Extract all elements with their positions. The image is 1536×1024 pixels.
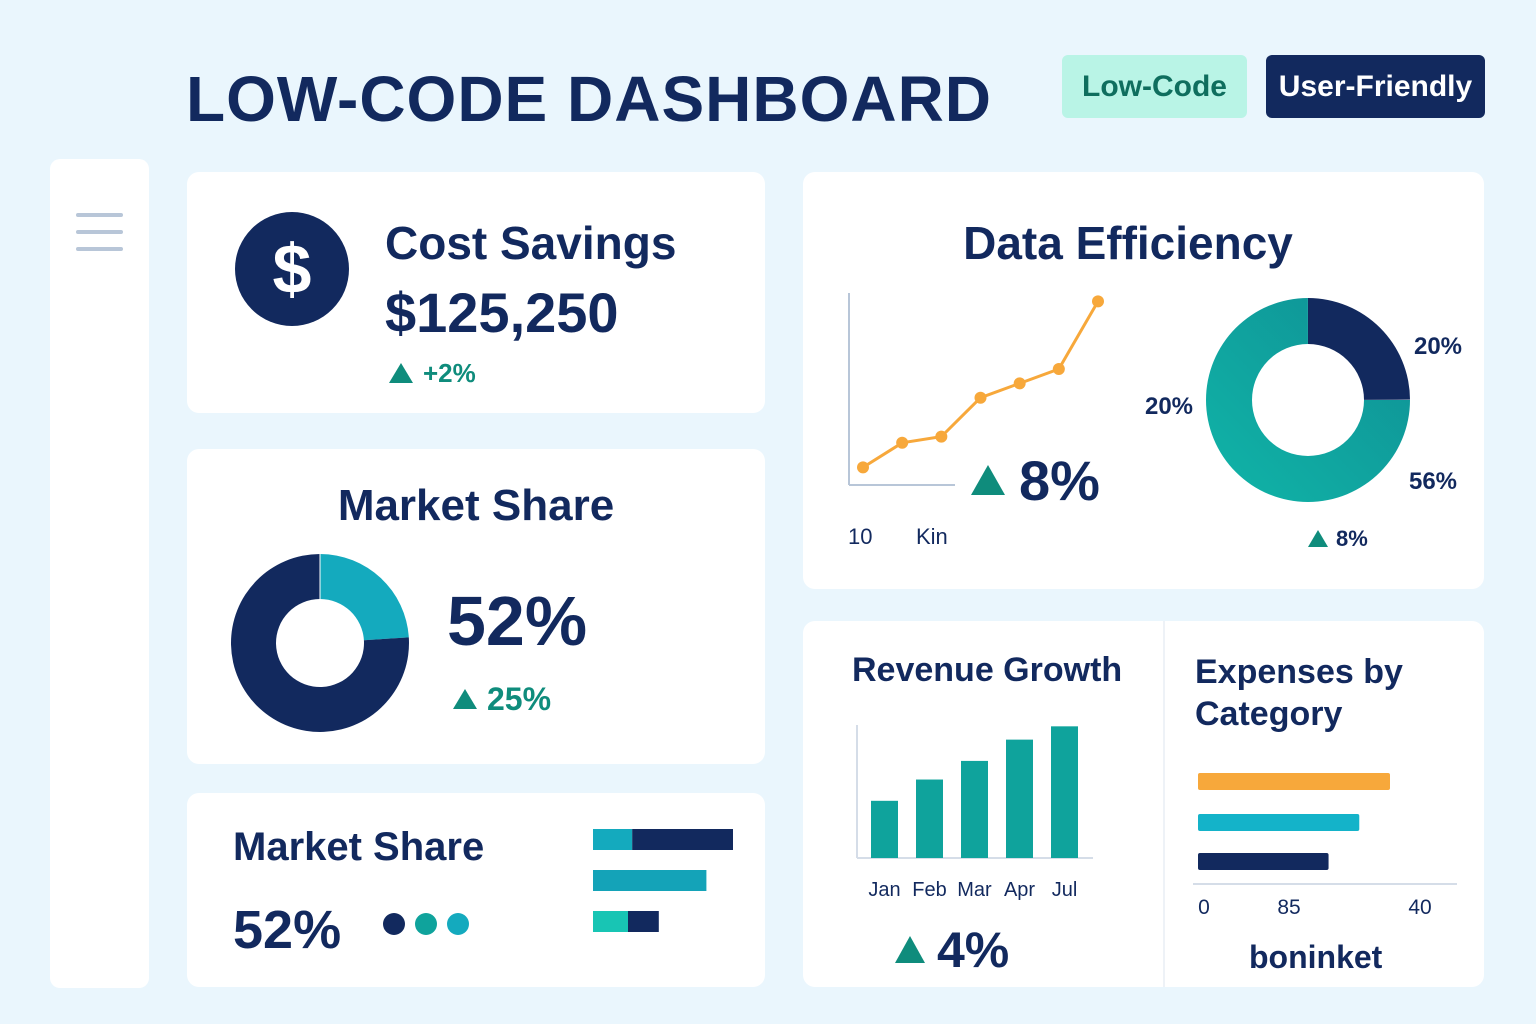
data-efficiency-title: Data Efficiency bbox=[963, 217, 1293, 269]
market-share-donut bbox=[231, 554, 409, 732]
user-friendly-badge[interactable]: User-Friendly bbox=[1266, 55, 1485, 118]
expense-tick-label: 85 bbox=[1277, 896, 1300, 919]
efficiency-change-value: 8% bbox=[1019, 449, 1100, 512]
revenue-bar bbox=[1006, 739, 1033, 858]
revenue-expenses-card: Revenue Growth Jan Feb Mar Apr Jul 4% Expens… bbox=[803, 621, 1484, 987]
market-share-bar-segment bbox=[593, 911, 628, 932]
indicator-dot bbox=[415, 913, 437, 935]
donut-change-value: 8% bbox=[1336, 526, 1368, 551]
cost-savings-title: Cost Savings bbox=[385, 217, 677, 269]
cost-savings-value: $125,250 bbox=[385, 281, 619, 344]
revenue-change: 4% bbox=[895, 921, 1009, 979]
market-share-slice bbox=[231, 554, 409, 732]
donut-slice-label: 56% bbox=[1409, 468, 1457, 495]
efficiency-data-point bbox=[1052, 363, 1065, 375]
efficiency-data-point bbox=[1013, 377, 1026, 390]
trend-up-icon bbox=[971, 465, 1005, 496]
market-share-title: Market Share bbox=[337, 481, 615, 530]
market-share-change: 25% bbox=[453, 681, 551, 718]
market-share-bar-segment bbox=[593, 870, 707, 891]
efficiency-data-point bbox=[974, 391, 987, 404]
expense-bar bbox=[1198, 853, 1329, 870]
donut-slice bbox=[1206, 298, 1410, 502]
dollar-icon: $ bbox=[235, 212, 349, 326]
market-share-bar-segment bbox=[593, 829, 633, 850]
revenue-tick-label: Mar bbox=[957, 879, 992, 901]
revenue-tick-label: Jul bbox=[1052, 879, 1078, 901]
cost-savings-change-value: +2% bbox=[423, 358, 476, 388]
sidebar bbox=[50, 159, 149, 988]
menu-icon[interactable] bbox=[76, 213, 123, 251]
donut-slice-label: 20% bbox=[1414, 333, 1462, 360]
expenses-title-line2: Category bbox=[1195, 695, 1343, 733]
donut-slice-label: 20% bbox=[1145, 393, 1193, 420]
market-share-card: Market Share 52% 25% bbox=[187, 449, 765, 764]
expenses-title-line1: Expenses by bbox=[1195, 653, 1403, 691]
revenue-bar bbox=[1051, 726, 1078, 858]
revenue-bar bbox=[961, 760, 988, 858]
expenses-footer-label: boninket bbox=[1249, 939, 1383, 975]
market-share-value: 52% bbox=[447, 582, 588, 660]
cost-savings-card: $ Cost Savings $125,250 +2% bbox=[187, 172, 765, 413]
efficiency-data-point bbox=[857, 461, 869, 474]
market-share-summary-title: Market Share bbox=[233, 825, 485, 869]
trend-up-icon bbox=[389, 363, 413, 384]
revenue-bar bbox=[916, 779, 943, 858]
data-efficiency-card: Data Efficiency 8% 10 Kin 20% 56% 20% 8% bbox=[803, 172, 1484, 589]
revenue-growth-title: Revenue Growth bbox=[852, 651, 1123, 689]
expense-tick-label: 0 bbox=[1198, 896, 1210, 919]
expense-bar bbox=[1198, 773, 1390, 790]
efficiency-data-point bbox=[1092, 295, 1104, 308]
trend-up-icon bbox=[895, 936, 925, 964]
expense-tick-label: 40 bbox=[1408, 896, 1431, 919]
cost-savings-change: +2% bbox=[389, 358, 476, 389]
indicator-dot bbox=[447, 913, 469, 935]
low-code-badge[interactable]: Low-Code bbox=[1062, 55, 1247, 118]
indicator-dot bbox=[383, 913, 405, 935]
efficiency-change: 8% bbox=[971, 448, 1100, 513]
axis-label-right: Kin bbox=[916, 524, 948, 549]
card-divider bbox=[1163, 621, 1165, 987]
expenses-bar-chart: 0 85 40 bbox=[1193, 773, 1457, 919]
market-share-bar-segment bbox=[628, 911, 659, 932]
donut-change: 8% bbox=[1308, 526, 1368, 552]
market-share-stacked-bars bbox=[593, 829, 733, 932]
market-share-slice bbox=[320, 554, 409, 641]
revenue-bar-chart: Jan Feb Mar Apr Jul bbox=[856, 725, 1093, 901]
efficiency-donut-chart: 20% 56% 20% bbox=[1145, 298, 1462, 502]
revenue-bar bbox=[871, 800, 898, 858]
revenue-tick-label: Jan bbox=[868, 879, 900, 901]
donut-slice bbox=[1308, 298, 1410, 400]
market-share-change-value: 25% bbox=[487, 681, 552, 717]
expenses-title: Expenses by Category bbox=[1195, 651, 1403, 735]
revenue-tick-label: Feb bbox=[912, 879, 946, 901]
trend-up-icon bbox=[453, 688, 477, 709]
efficiency-line-chart bbox=[848, 293, 1104, 486]
revenue-tick-label: Apr bbox=[1004, 879, 1035, 901]
efficiency-data-point bbox=[935, 430, 948, 443]
market-share-summary-card: Market Share 52% bbox=[187, 793, 765, 987]
revenue-change-value: 4% bbox=[937, 922, 1010, 978]
dollar-symbol: $ bbox=[272, 230, 312, 308]
expense-bar bbox=[1198, 814, 1360, 831]
trend-up-icon bbox=[1308, 529, 1328, 547]
efficiency-data-point bbox=[896, 436, 909, 449]
market-share-summary-value: 52% bbox=[233, 900, 342, 960]
market-share-bar-segment bbox=[632, 829, 733, 850]
page-title: LOW-CODE DASHBOARD bbox=[186, 63, 992, 135]
axis-label-left: 10 bbox=[848, 524, 873, 549]
